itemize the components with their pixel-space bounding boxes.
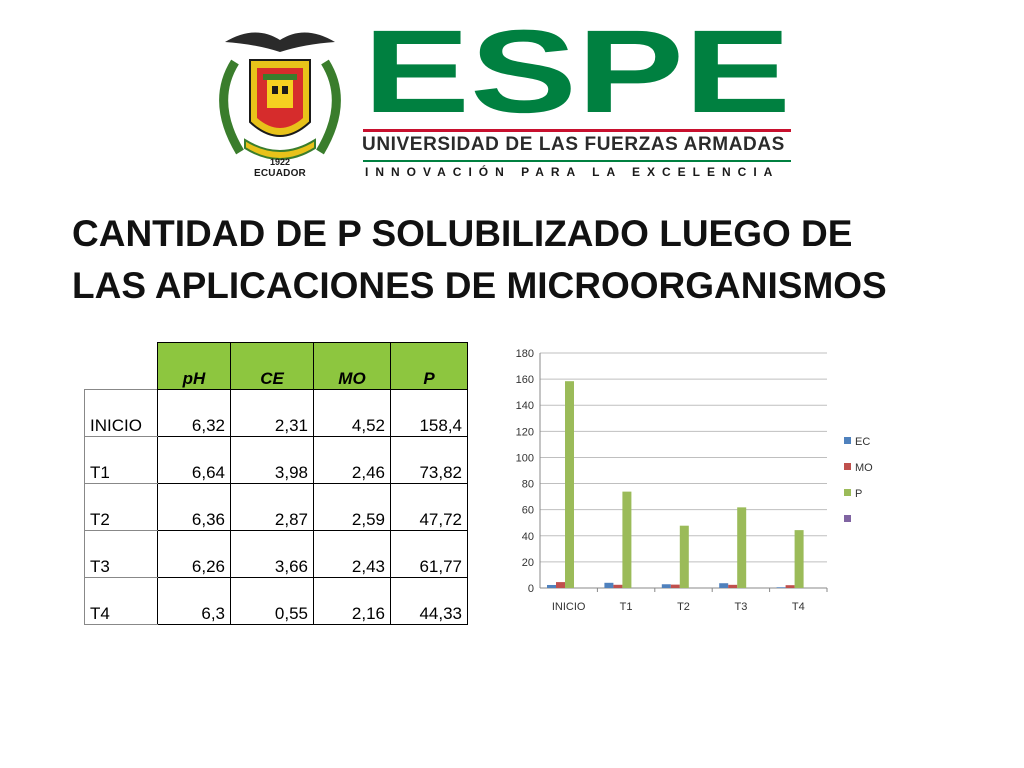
y-tick-label: 140 xyxy=(516,400,534,412)
cell-ce: 3,98 xyxy=(230,436,314,484)
row-label: T1 xyxy=(84,436,158,484)
bar-p xyxy=(679,525,689,588)
y-tick-label: 60 xyxy=(522,505,534,517)
bar-ec xyxy=(719,583,729,588)
page-title: CANTIDAD DE P SOLUBILIZADO LUEGO DE LAS … xyxy=(72,208,972,312)
legend-swatch xyxy=(844,437,851,444)
bar-mo xyxy=(670,584,680,588)
cell-mo: 2,43 xyxy=(313,530,391,578)
y-tick-label: 40 xyxy=(522,531,534,543)
legend-label: MO xyxy=(855,462,873,474)
bar-mo xyxy=(556,582,565,588)
header-mo: MO xyxy=(313,342,391,390)
legend-swatch xyxy=(844,515,851,522)
cell-mo: 2,16 xyxy=(313,577,391,625)
bar-mo xyxy=(785,585,795,588)
cell-mo: 2,59 xyxy=(313,483,391,531)
header-logos: 1922 ECUADOR ESPE UNIVERSIDAD DE LAS FUE… xyxy=(205,22,805,187)
bar-mo xyxy=(613,584,623,588)
logo-word-text: ESPE xyxy=(363,24,791,124)
cell-ph: 6,3 xyxy=(157,577,231,625)
bar-p xyxy=(622,491,632,588)
x-tick-label: T4 xyxy=(792,601,805,613)
cell-ph: 6,36 xyxy=(157,483,231,531)
y-tick-label: 0 xyxy=(528,583,534,595)
cell-ph: 6,32 xyxy=(157,389,231,437)
table-row: T2 6,36 2,87 2,59 47,72 xyxy=(84,483,468,531)
legend-swatch xyxy=(844,489,851,496)
cell-ph: 6,64 xyxy=(157,436,231,484)
cell-ce: 2,31 xyxy=(230,389,314,437)
x-tick-label: T1 xyxy=(620,601,633,613)
bar-mo xyxy=(728,584,738,588)
y-tick-label: 100 xyxy=(516,452,534,464)
logo-subtitle: UNIVERSIDAD DE LAS FUERZAS ARMADAS xyxy=(362,134,785,155)
logo-red-line xyxy=(363,129,791,132)
x-tick-label: T2 xyxy=(677,601,690,613)
cell-ce: 3,66 xyxy=(230,530,314,578)
header-p: P xyxy=(390,342,468,390)
cell-ce: 0,55 xyxy=(230,577,314,625)
cell-p: 158,4 xyxy=(390,389,468,437)
bar-p xyxy=(565,381,574,588)
header-ce: CE xyxy=(230,342,314,390)
x-tick-label: T3 xyxy=(734,601,747,613)
table-row: INICIO 6,32 2,31 4,52 158,4 xyxy=(84,389,468,437)
table-corner-cell xyxy=(84,342,158,390)
espe-logo-word: ESPE xyxy=(363,24,791,124)
ecuador-crest-icon xyxy=(219,32,341,160)
y-tick-label: 120 xyxy=(516,426,534,438)
legend-swatch xyxy=(844,463,851,470)
bar-p xyxy=(794,530,804,588)
cell-mo: 2,46 xyxy=(313,436,391,484)
x-tick-label: INICIO xyxy=(552,601,586,613)
crest-country-label: ECUADOR xyxy=(254,168,306,179)
row-label: T2 xyxy=(84,483,158,531)
legend-label: EC xyxy=(855,436,870,448)
row-label: T4 xyxy=(84,577,158,625)
cell-ce: 2,87 xyxy=(230,483,314,531)
bar-ec xyxy=(776,587,786,588)
bar-ec xyxy=(661,584,671,588)
y-tick-label: 160 xyxy=(516,374,534,386)
cell-p: 44,33 xyxy=(390,577,468,625)
crest-year: 1922 xyxy=(269,157,291,167)
table-row: T3 6,26 3,66 2,43 61,77 xyxy=(84,530,468,578)
y-tick-label: 180 xyxy=(516,348,534,360)
bar-chart: 0 20 40 60 80 100 120 140 160 180 INICIO T1 T2 T3 T4 EC… xyxy=(516,348,874,613)
header-ph: pH xyxy=(157,342,231,390)
cell-p: 47,72 xyxy=(390,483,468,531)
cell-mo: 4,52 xyxy=(313,389,391,437)
bar-ec xyxy=(547,584,556,588)
row-label: INICIO xyxy=(84,389,158,437)
logo-tagline: INNOVACIÓN PARA LA EXCELENCIA xyxy=(365,165,780,179)
row-label: T3 xyxy=(84,530,158,578)
bar-ec xyxy=(604,582,614,588)
table-header-row: pH CE MO P xyxy=(84,342,468,390)
table-row: T1 6,64 3,98 2,46 73,82 xyxy=(84,436,468,484)
cell-p: 61,77 xyxy=(390,530,468,578)
data-table: pH CE MO P INICIO 6,32 2,31 4,52 158,4 T… xyxy=(84,342,468,625)
cell-ph: 6,26 xyxy=(157,530,231,578)
bar-p xyxy=(737,507,747,588)
y-tick-label: 20 xyxy=(522,557,534,569)
title-line-2: LAS APLICACIONES DE MICROORGANISMOS xyxy=(72,265,887,306)
title-line-1: CANTIDAD DE P SOLUBILIZADO LUEGO DE xyxy=(72,213,853,254)
cell-p: 73,82 xyxy=(390,436,468,484)
logo-green-line xyxy=(363,160,791,162)
y-tick-label: 80 xyxy=(522,479,534,491)
table-row: T4 6,3 0,55 2,16 44,33 xyxy=(84,577,468,625)
legend-label: P xyxy=(855,488,862,500)
